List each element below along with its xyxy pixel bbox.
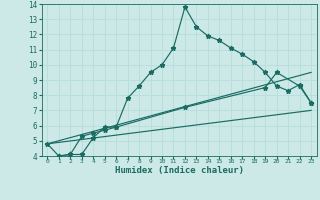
X-axis label: Humidex (Indice chaleur): Humidex (Indice chaleur) xyxy=(115,166,244,175)
